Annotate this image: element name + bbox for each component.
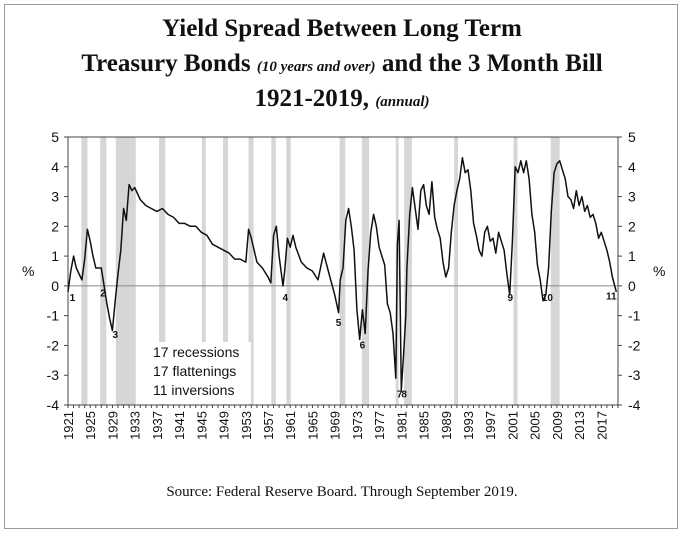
recession-band	[223, 137, 228, 405]
inversion-marker: 10	[542, 293, 554, 304]
y-tick-label-left: -2	[47, 337, 60, 353]
x-tick-label: 1973	[350, 411, 365, 440]
chart-title-line-2: Treasury Bonds (10 years and over) and t…	[0, 50, 684, 78]
x-tick-label: 1953	[239, 411, 254, 440]
chart-note: 11 inversions	[153, 382, 234, 398]
x-tick-label: 2017	[594, 411, 609, 440]
recession-band	[201, 137, 206, 405]
title-text: 1921-2019,	[254, 85, 370, 112]
recession-band	[159, 137, 166, 405]
y-tick-label-right: 0	[628, 278, 636, 294]
x-tick-label: 1985	[417, 411, 432, 440]
recession-band	[286, 137, 291, 405]
recession-band	[513, 137, 518, 405]
y-tick-label-right: -1	[628, 308, 641, 324]
inversion-marker: 2	[100, 288, 106, 299]
x-tick-label: 1937	[150, 411, 165, 440]
chart-title-line-3: 1921-2019, (annual)	[0, 85, 684, 113]
title-text: Treasury Bonds	[81, 50, 251, 77]
recession-band	[550, 137, 560, 405]
recession-band	[248, 137, 254, 405]
y-tick-label-right: -3	[628, 367, 641, 383]
x-tick-label: 1949	[217, 411, 232, 440]
title-text: and the 3 Month Bill	[381, 50, 603, 77]
y-tick-label-left: -4	[47, 397, 60, 413]
x-tick-label: 1945	[194, 411, 209, 440]
inversion-marker: 3	[112, 330, 118, 341]
title-note: (annual)	[375, 94, 430, 110]
x-tick-label: 1997	[483, 411, 498, 440]
recession-band	[100, 137, 107, 405]
recession-band	[271, 137, 276, 405]
x-tick-label: 2009	[550, 411, 565, 440]
y-tick-label-left: 4	[51, 159, 59, 175]
x-tick-label: 1993	[461, 411, 476, 440]
inversion-marker: 4	[282, 293, 288, 304]
recession-band	[361, 137, 370, 405]
yield-spread-line	[67, 157, 618, 391]
y-tick-label-left: 3	[51, 189, 59, 205]
chart-note: 17 recessions	[153, 344, 239, 360]
y-tick-label-left: -1	[47, 308, 60, 324]
y-tick-label-left: 5	[51, 129, 59, 145]
x-tick-label: 1989	[439, 411, 454, 440]
x-tick-label: 1977	[372, 411, 387, 440]
x-tick-label: 1965	[305, 411, 320, 440]
x-tick-label: 1933	[128, 411, 143, 440]
y-tick-label-right: -2	[628, 337, 641, 353]
chart-note: 17 flattenings	[153, 363, 236, 379]
notes-background	[151, 342, 251, 404]
inversion-marker: 9	[507, 293, 513, 304]
x-tick-label: 1929	[105, 411, 120, 440]
y-tick-label-right: 5	[628, 129, 636, 145]
x-tick-label: 1981	[394, 411, 409, 440]
inversion-marker: 6	[360, 340, 366, 351]
y-axis-label-right: %	[653, 263, 665, 279]
x-tick-label: 1941	[172, 411, 187, 440]
y-tick-label-left: 1	[51, 248, 59, 264]
y-tick-label-right: -4	[628, 397, 641, 413]
inversion-marker: 8	[401, 390, 407, 401]
x-tick-label: 2001	[505, 411, 520, 440]
inversion-marker: 7	[397, 390, 403, 401]
x-tick-label: 1961	[283, 411, 298, 440]
x-tick-label: 2013	[572, 411, 587, 440]
inversion-marker: 11	[606, 291, 617, 302]
source-note: Source: Federal Reserve Board. Through S…	[166, 484, 518, 500]
title-note: (10 years and over)	[256, 59, 376, 75]
chart-title-line-1: Yield Spread Between Long Term	[0, 15, 684, 43]
y-tick-label-right: 4	[628, 159, 636, 175]
x-tick-label: 2005	[528, 411, 543, 440]
y-tick-label-left: 2	[51, 218, 59, 234]
y-axis-label-left: %	[22, 263, 34, 279]
recession-band	[115, 137, 136, 405]
title-text: Yield Spread Between Long Term	[162, 15, 522, 42]
inversion-marker: 1	[70, 293, 76, 304]
y-tick-label-left: -3	[47, 367, 60, 383]
recession-band	[404, 137, 412, 405]
y-tick-label-right: 3	[628, 189, 636, 205]
y-tick-label-right: 1	[628, 248, 636, 264]
y-tick-label-right: 2	[628, 218, 636, 234]
x-tick-label: 1921	[61, 411, 76, 440]
x-tick-label: 1957	[261, 411, 276, 440]
x-tick-label: 1925	[83, 411, 98, 440]
plot-border	[67, 136, 619, 406]
inversion-marker: 5	[336, 318, 342, 329]
y-tick-label-left: 0	[51, 278, 59, 294]
recession-band	[454, 137, 458, 405]
x-tick-label: 1969	[328, 411, 343, 440]
recession-band	[81, 137, 88, 405]
